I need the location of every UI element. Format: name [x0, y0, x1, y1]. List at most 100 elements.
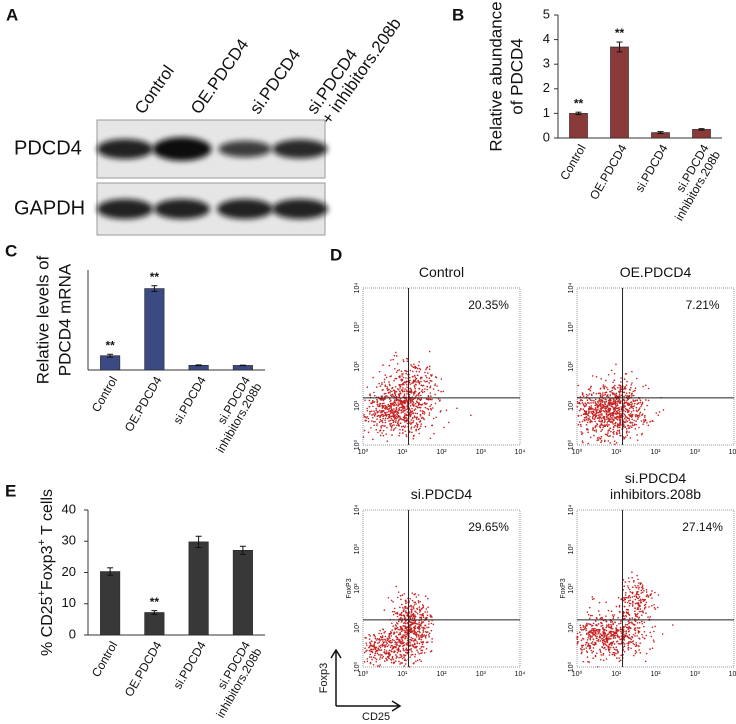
event-dot: [374, 415, 376, 417]
event-dot: [387, 390, 389, 392]
event-dot: [600, 406, 602, 408]
event-dot: [606, 418, 608, 420]
event-dot: [588, 409, 590, 411]
event-dot: [609, 632, 611, 634]
event-dot: [620, 622, 622, 624]
gate-percent: 27.14%: [682, 520, 723, 534]
event-dot: [386, 440, 388, 442]
event-dot: [427, 598, 429, 600]
event-dot: [416, 636, 418, 638]
event-dot: [365, 420, 367, 422]
event-dot: [636, 616, 638, 618]
event-dot: [414, 366, 416, 368]
event-dot: [580, 648, 582, 650]
event-dot: [651, 605, 653, 607]
event-dot: [590, 624, 592, 626]
event-dot: [402, 634, 404, 636]
blot-band: [218, 141, 271, 158]
event-dot: [392, 656, 394, 658]
event-dot: [415, 654, 417, 656]
event-dot: [413, 420, 415, 422]
event-dot: [630, 648, 632, 650]
event-dot: [384, 374, 386, 376]
event-dot: [370, 662, 372, 664]
event-dot: [626, 401, 628, 403]
event-dot: [406, 401, 408, 403]
event-dot: [417, 368, 419, 370]
event-dot: [613, 636, 615, 638]
event-dot: [604, 426, 606, 428]
event-dot: [388, 381, 390, 383]
event-dot: [391, 662, 393, 664]
event-dot: [409, 656, 411, 658]
event-dot: [613, 401, 615, 403]
event-dot: [426, 408, 428, 410]
event-dot: [403, 636, 405, 638]
event-dot: [632, 617, 634, 619]
event-dot: [616, 416, 618, 418]
event-dot: [608, 424, 610, 426]
event-dot: [644, 608, 646, 610]
event-dot: [597, 412, 599, 414]
event-dot: [426, 648, 428, 650]
event-dot: [598, 639, 600, 641]
event-dot: [383, 435, 385, 437]
event-dot: [612, 628, 614, 630]
event-dot: [380, 415, 382, 417]
event-dot: [418, 594, 420, 596]
lane-label: Control: [131, 62, 178, 118]
event-dot: [593, 409, 595, 411]
event-dot: [371, 656, 373, 658]
event-dot: [583, 403, 585, 405]
event-dot: [393, 413, 395, 415]
event-dot: [375, 429, 377, 431]
event-dot: [429, 406, 431, 408]
event-dot: [400, 410, 402, 412]
event-dot: [395, 427, 397, 429]
event-dot: [410, 629, 412, 631]
event-dot: [378, 649, 380, 651]
event-dot: [650, 632, 652, 634]
event-dot: [586, 416, 588, 418]
event-dot: [398, 650, 400, 652]
event-dot: [632, 593, 634, 595]
event-dot: [623, 426, 625, 428]
y-tick-label: 10⁴: [568, 505, 575, 516]
event-dot: [613, 399, 615, 401]
event-dot: [603, 404, 605, 406]
event-dot: [418, 621, 420, 623]
event-dot: [620, 406, 622, 408]
event-dot: [613, 407, 615, 409]
event-dot: [618, 391, 620, 393]
event-dot: [382, 415, 384, 417]
event-dot: [399, 629, 401, 631]
event-dot: [388, 411, 390, 413]
event-dot: [426, 377, 428, 379]
event-dot: [591, 636, 593, 638]
event-dot: [642, 584, 644, 586]
event-dot: [624, 646, 626, 648]
event-dot: [383, 400, 385, 402]
event-dot: [416, 371, 418, 373]
event-dot: [658, 594, 660, 596]
event-dot: [609, 405, 611, 407]
event-dot: [606, 630, 608, 632]
event-dot: [594, 634, 596, 636]
event-dot: [580, 627, 582, 629]
event-dot: [602, 654, 604, 656]
event-dot: [394, 629, 396, 631]
event-dot: [604, 386, 606, 388]
event-dot: [419, 630, 421, 632]
event-dot: [583, 629, 585, 631]
event-dot: [397, 421, 399, 423]
event-dot: [398, 591, 400, 593]
event-dot: [629, 589, 631, 591]
event-dot: [589, 416, 591, 418]
event-dot: [403, 377, 405, 379]
event-dot: [390, 659, 392, 661]
event-dot: [644, 631, 646, 633]
x-tick-label: 10⁴: [515, 449, 526, 456]
y-tick-label: 10³: [354, 322, 361, 333]
event-dot: [600, 654, 602, 656]
event-dot: [613, 633, 615, 635]
